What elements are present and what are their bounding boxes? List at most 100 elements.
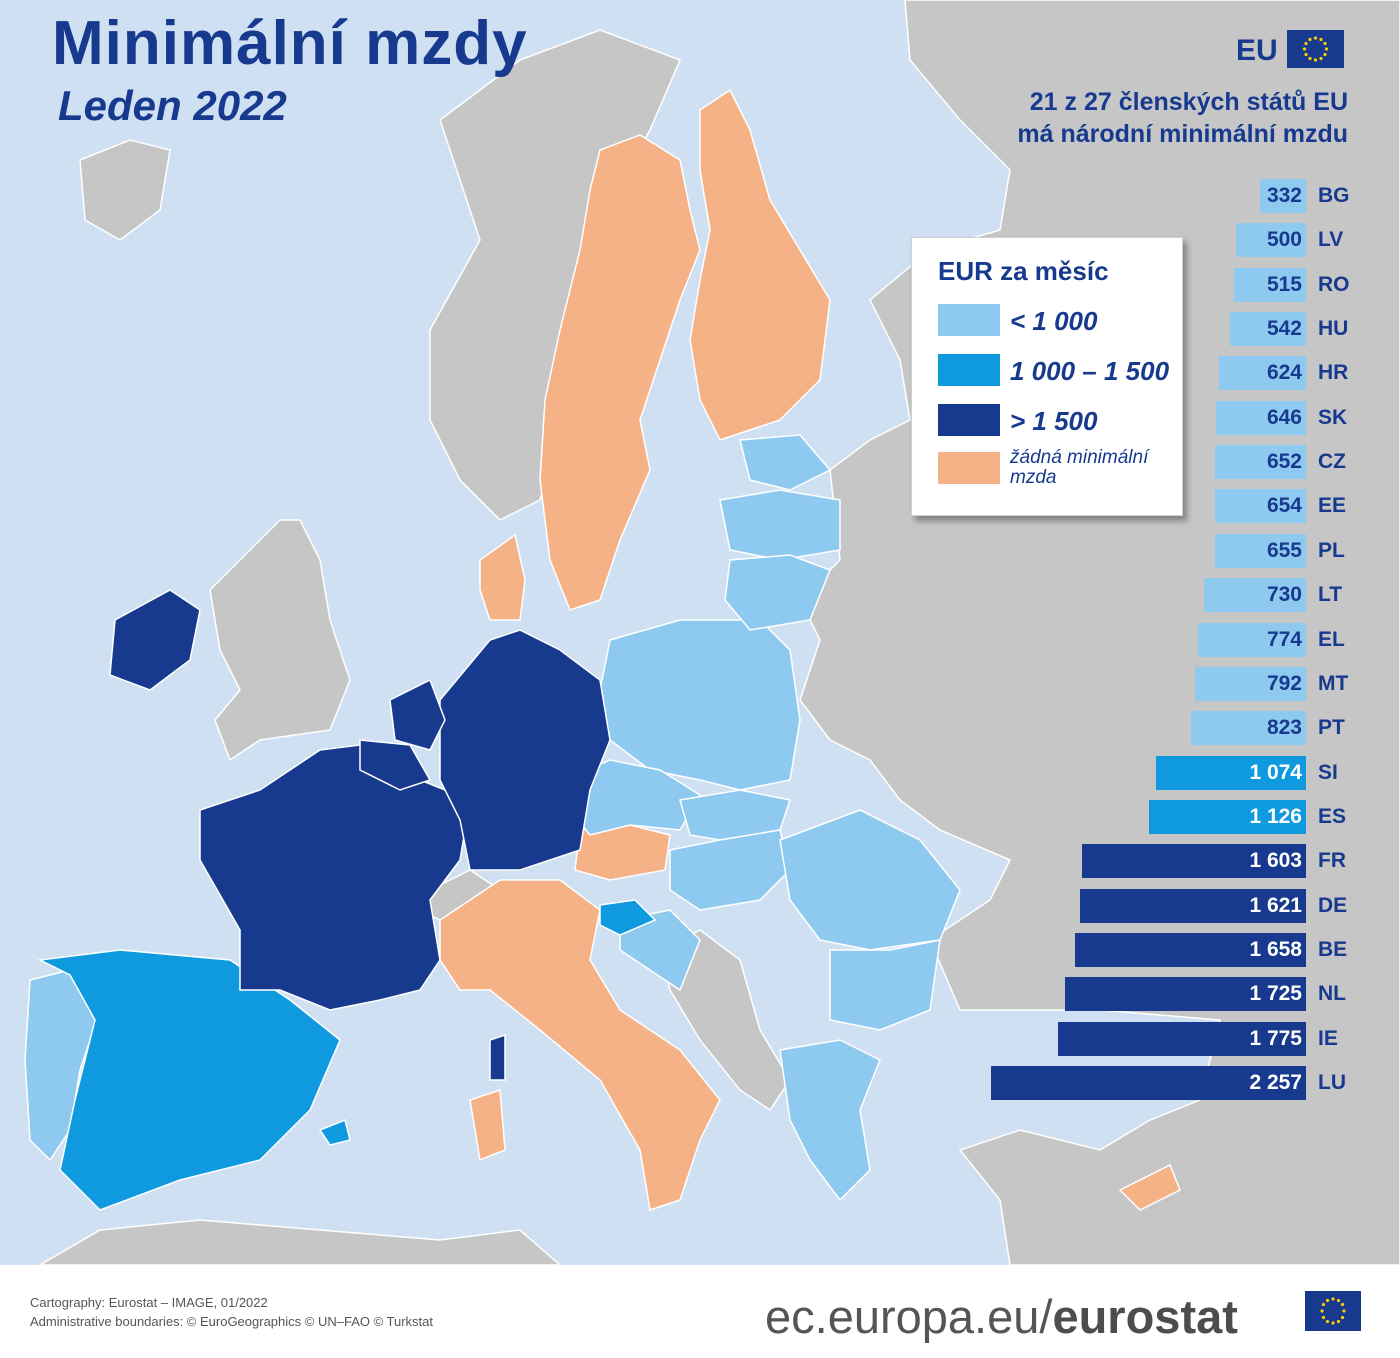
bar-label-ro: RO bbox=[1318, 273, 1350, 296]
ireland bbox=[109, 589, 201, 691]
bar-label-lv: LV bbox=[1318, 228, 1344, 251]
latvia bbox=[719, 489, 841, 561]
bar-label-de: DE bbox=[1318, 894, 1348, 917]
great-britain bbox=[209, 519, 351, 762]
eu-flag-icon bbox=[1287, 30, 1344, 68]
bar-el: 774 bbox=[1198, 623, 1306, 657]
bar-label-lt: LT bbox=[1318, 583, 1343, 606]
info-text: 21 z 27 členských států EU má národní mi… bbox=[1017, 86, 1348, 150]
bar-nl: 1 725 bbox=[1065, 977, 1306, 1011]
footer-eu-flag-icon bbox=[1305, 1291, 1361, 1331]
legend-swatch-mid bbox=[938, 354, 1000, 386]
bar-row-fr: 1 603 FR bbox=[0, 844, 1400, 878]
bar-label-bg: BG bbox=[1318, 184, 1350, 207]
legend-label-none-line1: žádná minimální bbox=[1010, 447, 1149, 468]
bar-row-lv: 500 LV bbox=[0, 223, 1400, 257]
cartography-credit: Cartography: Eurostat – IMAGE, 01/2022 bbox=[30, 1295, 268, 1310]
bar-label-ie: IE bbox=[1318, 1027, 1338, 1050]
croatia bbox=[619, 909, 701, 992]
bar-pl: 655 bbox=[1215, 534, 1306, 568]
bar-label-pt: PT bbox=[1318, 716, 1345, 739]
info-line-1: 21 z 27 členských států EU bbox=[1029, 88, 1348, 116]
europe-map: Minimální mzdy Leden 2022 EU 21 z 27 čle… bbox=[0, 0, 1400, 1265]
estonia bbox=[739, 434, 832, 491]
bar-label-hr: HR bbox=[1318, 361, 1349, 384]
bar-row-hr: 624 HR bbox=[0, 356, 1400, 390]
france bbox=[199, 744, 471, 1011]
bar-label-nl: NL bbox=[1318, 982, 1346, 1005]
eu-countries bbox=[24, 88, 1181, 1211]
bar-row-si: 1 074 SI bbox=[0, 756, 1400, 790]
bar-label-fr: FR bbox=[1318, 849, 1346, 872]
bar-row-pl: 655 PL bbox=[0, 534, 1400, 568]
legend-swatch-high bbox=[938, 404, 1000, 436]
bar-fr: 1 603 bbox=[1082, 844, 1306, 878]
bar-cz: 652 bbox=[1215, 445, 1306, 479]
bar-mt: 792 bbox=[1195, 667, 1306, 701]
wage-bar-chart: 332 BG 500 LV 515 RO 542 HU 624 HR 646 SK 652 CZ 654 EE… bbox=[0, 179, 1400, 1100]
page-subtitle: Leden 2022 bbox=[58, 82, 287, 129]
greece bbox=[779, 1039, 881, 1202]
eurostat-link[interactable]: ec.europa.eu/eurostat bbox=[765, 1289, 1238, 1344]
bar-row-ee: 654 EE bbox=[0, 489, 1400, 523]
bar-label-si: SI bbox=[1318, 761, 1338, 784]
germany bbox=[439, 629, 611, 871]
bar-lv: 500 bbox=[1236, 223, 1306, 257]
legend-label-low: < 1 000 bbox=[1010, 306, 1098, 336]
bar-pt: 823 bbox=[1191, 711, 1306, 745]
bar-label-lu: LU bbox=[1318, 1071, 1346, 1094]
bar-row-el: 774 EL bbox=[0, 623, 1400, 657]
cyprus bbox=[1118, 1163, 1181, 1211]
footer-eu-stars-icon bbox=[1320, 1297, 1346, 1325]
bar-hr: 624 bbox=[1219, 356, 1306, 390]
bar-label-mt: MT bbox=[1318, 672, 1349, 695]
bar-si: 1 074 bbox=[1156, 756, 1306, 790]
bar-row-be: 1 658 BE bbox=[0, 933, 1400, 967]
bar-row-hu: 542 HU bbox=[0, 312, 1400, 346]
bar-row-sk: 646 SK bbox=[0, 401, 1400, 435]
bar-label-be: BE bbox=[1318, 938, 1348, 961]
eurostat-link-prefix: ec.europa.eu/ bbox=[765, 1290, 1053, 1343]
boundaries-credit: Administrative boundaries: © EuroGeograp… bbox=[30, 1314, 434, 1329]
bar-label-cz: CZ bbox=[1318, 450, 1346, 473]
bar-row-de: 1 621 DE bbox=[0, 889, 1400, 923]
corsica bbox=[489, 1033, 506, 1081]
balearic-islands bbox=[318, 1118, 351, 1146]
legend-swatch-none bbox=[938, 452, 1000, 484]
bar-ee: 654 bbox=[1215, 489, 1306, 523]
netherlands bbox=[389, 678, 446, 751]
page-title: Minimální mzdy bbox=[52, 9, 528, 78]
bulgaria bbox=[829, 939, 941, 1031]
bar-lu: 2 257 bbox=[991, 1066, 1306, 1100]
bar-ro: 515 bbox=[1234, 268, 1306, 302]
eu-label: EU bbox=[1236, 34, 1278, 67]
legend-label-high: > 1 500 bbox=[1010, 406, 1098, 436]
western-balkans bbox=[659, 929, 791, 1112]
hungary bbox=[669, 829, 791, 911]
bar-row-mt: 792 MT bbox=[0, 667, 1400, 701]
sardinia bbox=[469, 1088, 506, 1162]
bar-row-es: 1 126 ES bbox=[0, 800, 1400, 834]
bar-de: 1 621 bbox=[1080, 889, 1306, 923]
footer: Cartography: Eurostat – IMAGE, 01/2022 A… bbox=[0, 1265, 1400, 1358]
bar-be: 1 658 bbox=[1075, 933, 1306, 967]
bar-label-sk: SK bbox=[1318, 406, 1348, 429]
bar-label-es: ES bbox=[1318, 805, 1347, 828]
bar-row-lu: 2 257 LU bbox=[0, 1066, 1400, 1100]
bar-sk: 646 bbox=[1216, 401, 1306, 435]
bar-label-ee: EE bbox=[1318, 494, 1347, 517]
bar-row-bg: 332 BG bbox=[0, 179, 1400, 213]
bar-row-pt: 823 PT bbox=[0, 711, 1400, 745]
north-africa bbox=[38, 1219, 562, 1265]
info-line-2: má národní minimální mzdu bbox=[1017, 120, 1348, 148]
bar-row-cz: 652 CZ bbox=[0, 445, 1400, 479]
bar-label-pl: PL bbox=[1318, 539, 1345, 562]
bar-es: 1 126 bbox=[1149, 800, 1306, 834]
finland bbox=[689, 88, 831, 441]
legend-swatch-low bbox=[938, 304, 1000, 336]
slovenia bbox=[599, 899, 657, 936]
belgium bbox=[359, 739, 432, 791]
italy bbox=[439, 879, 721, 1211]
legend-label-none: žádná minimální mzda bbox=[1010, 448, 1148, 488]
eurostat-link-brand: eurostat bbox=[1052, 1290, 1238, 1343]
